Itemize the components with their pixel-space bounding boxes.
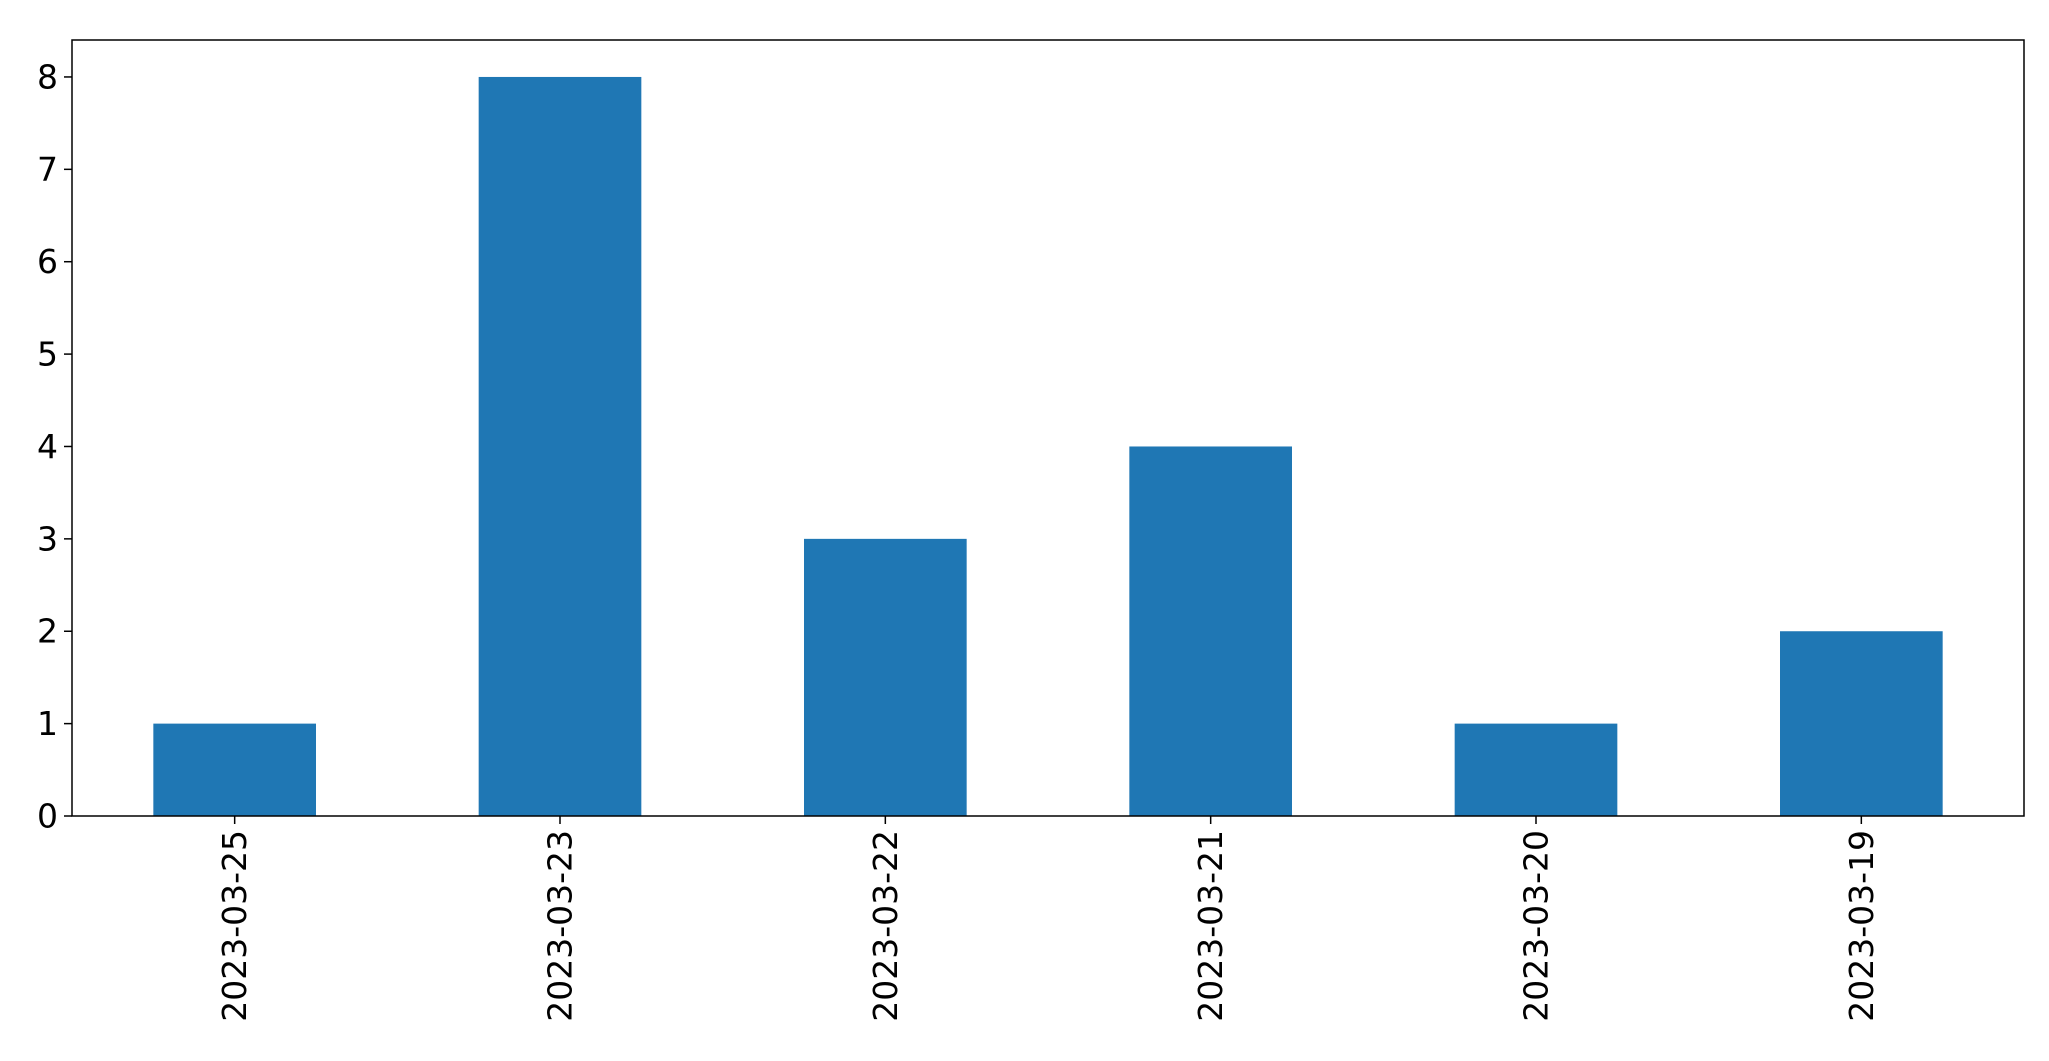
bar-2023-03-23 <box>478 76 642 816</box>
bar-2023-03-20 <box>1454 723 1618 816</box>
x-tick-label: 2023-03-21 <box>1191 830 1230 1022</box>
y-tick-label: 4 <box>37 427 58 466</box>
plot-frame <box>71 39 2025 817</box>
x-tick-label: 2023-03-22 <box>866 830 905 1022</box>
y-tick-label: 5 <box>37 335 58 374</box>
bar-2023-03-19 <box>1780 631 1943 816</box>
y-tick-label: 6 <box>37 242 58 281</box>
y-axis: 0 1 2 3 4 5 6 7 8 <box>37 57 72 836</box>
x-tick-label: 2023-03-23 <box>541 830 580 1022</box>
y-tick-label: 1 <box>37 704 58 743</box>
bars-layer <box>153 76 1943 816</box>
x-tick-label: 2023-03-19 <box>1842 830 1881 1022</box>
bar-2023-03-22 <box>804 538 967 816</box>
y-tick-label: 2 <box>37 612 58 651</box>
y-tick-label: 3 <box>37 519 58 558</box>
bar-2023-03-21 <box>1129 446 1292 816</box>
y-tick-label: 8 <box>37 57 58 96</box>
y-tick-label: 7 <box>37 150 58 189</box>
x-tick-label: 2023-03-20 <box>1517 830 1556 1022</box>
x-tick-label: 2023-03-25 <box>215 830 254 1022</box>
bar-2023-03-25 <box>153 723 316 816</box>
y-tick-label: 0 <box>37 797 58 836</box>
x-axis: 2023-03-25 2023-03-23 2023-03-22 2023-03-21… <box>215 816 1881 1022</box>
